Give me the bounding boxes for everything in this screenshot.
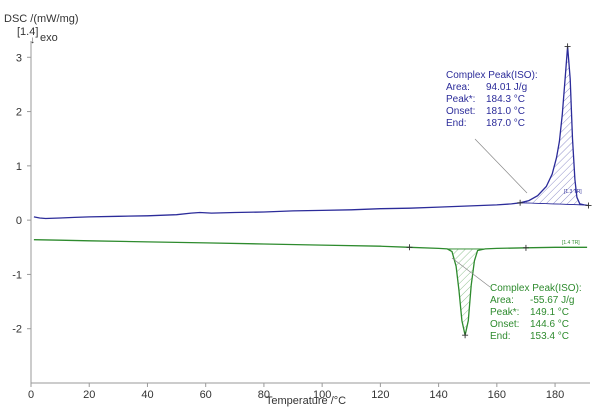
series-2-marker [522,244,529,251]
x-tick-label: 140 [429,389,447,401]
annotation-1-label: Peak*: [446,94,475,105]
x-tick-label: 100 [313,389,331,401]
annotation-2-label: Area: [490,295,514,306]
series-1-marker [585,202,592,209]
x-tick-label: 180 [546,389,564,401]
annotation-2-value: 149.1 °C [530,307,569,318]
x-tick-label: 0 [28,389,34,401]
annotation-2-label: Peak*: [490,307,519,318]
annotation-2-value: -55.67 J/g [530,295,574,306]
annotation-1-label: Area: [446,82,470,93]
annotation-1-value: 181.0 °C [486,106,525,117]
x-tick-label: 160 [488,389,506,401]
series-2-marker [406,244,413,251]
annotation-1-label: Onset: [446,106,475,117]
annotation-1-value: 94.01 J/g [486,82,527,93]
annotation-1-title: Complex Peak(ISO): [446,70,538,81]
series-1-peak-area [519,46,585,206]
exo-reference: [1.4] [17,26,38,38]
series-2-peak-area [447,248,486,336]
exo-label: exo [40,32,58,44]
annotation-2-leader [451,257,491,288]
series-2-tag: [1.4 TR] [562,240,580,246]
y-tick-label: 2 [16,107,22,119]
annotation-2-value: 153.4 °C [530,331,569,342]
x-tick-label: 120 [371,389,389,401]
x-tick-label: 20 [83,389,95,401]
y-axis-ticks: -2 -1 0 1 2 3 [12,52,31,336]
y-tick-label: 0 [16,215,22,227]
exo-arrow-icon: ↓ [30,35,35,46]
annotation-2-value: 144.6 °C [530,319,569,330]
y-tick-label: 1 [16,161,22,173]
annotation-2-label: End: [490,331,511,342]
series-2-marker [462,332,469,339]
y-axis-title: DSC /(mW/mg) [4,13,79,25]
annotation-2-title: Complex Peak(ISO): [490,283,582,294]
x-tick-label: 60 [200,389,212,401]
annotation-1-value: 184.3 °C [486,94,525,105]
x-tick-label: 80 [258,389,270,401]
annotation-1-value: 187.0 °C [486,118,525,129]
x-tick-label: 40 [141,389,153,401]
x-axis-ticks: 0 20 40 60 80 100 120 140 160 180 [28,383,564,401]
plot-area: [1.3 TR][1.4 TR]Complex Peak(ISO):Area: 9… [33,43,592,342]
annotation-2-label: Onset: [490,319,519,330]
series-1-tag: [1.3 TR] [564,189,582,195]
series-1-baseline [520,202,585,206]
series-1-marker [517,199,524,206]
series-1-marker [564,43,571,50]
y-tick-label: 3 [16,52,22,64]
y-tick-label: -1 [12,269,22,281]
annotation-1-leader [474,138,528,194]
annotation-1-label: End: [446,118,467,129]
x-axis-title: Temperature /°C [266,395,346,407]
y-tick-label: -2 [12,324,22,336]
